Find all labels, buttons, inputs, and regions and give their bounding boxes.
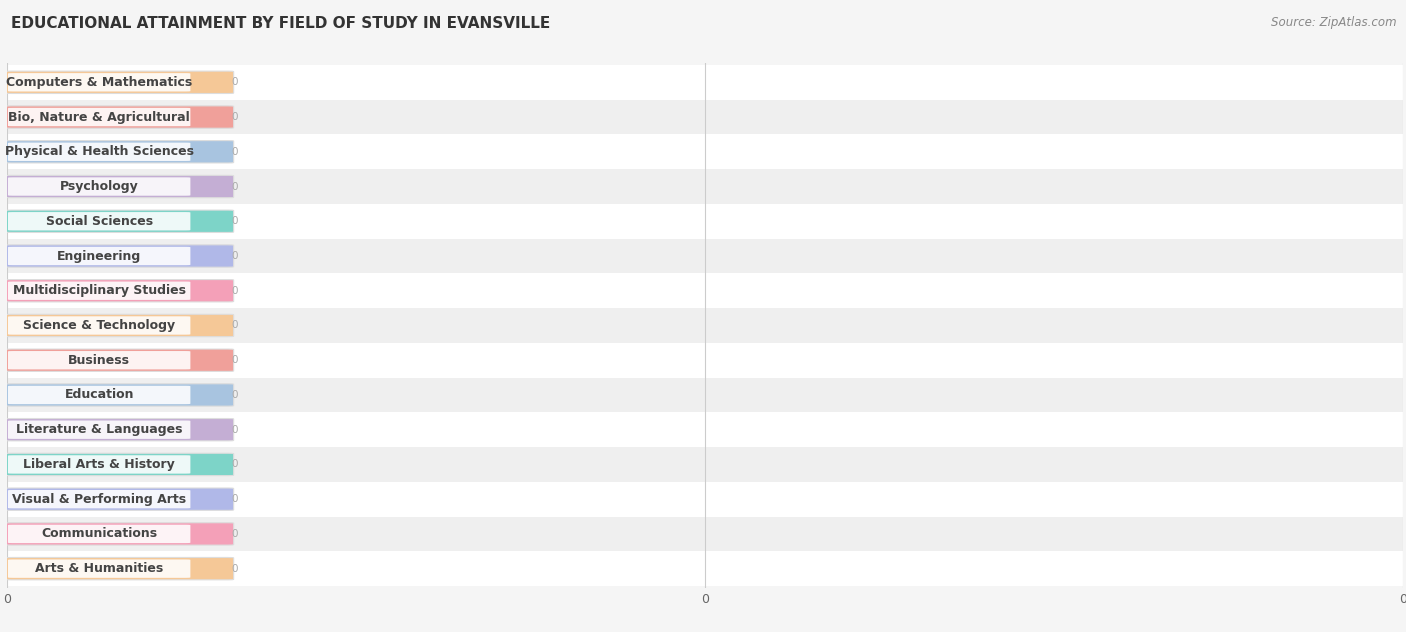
FancyBboxPatch shape <box>8 420 190 439</box>
FancyBboxPatch shape <box>6 106 233 128</box>
FancyBboxPatch shape <box>7 377 1403 412</box>
Text: 0: 0 <box>232 390 238 400</box>
FancyBboxPatch shape <box>8 108 190 126</box>
FancyBboxPatch shape <box>6 175 233 198</box>
Text: 0: 0 <box>232 494 238 504</box>
Text: 0: 0 <box>232 320 238 331</box>
FancyBboxPatch shape <box>7 551 1403 586</box>
Text: Bio, Nature & Agricultural: Bio, Nature & Agricultural <box>8 111 190 123</box>
Text: 0: 0 <box>232 112 238 122</box>
FancyBboxPatch shape <box>6 314 233 337</box>
FancyBboxPatch shape <box>8 455 190 473</box>
Text: Visual & Performing Arts: Visual & Performing Arts <box>13 493 186 506</box>
FancyBboxPatch shape <box>6 453 233 476</box>
FancyBboxPatch shape <box>8 212 190 231</box>
FancyBboxPatch shape <box>6 557 233 580</box>
Text: Business: Business <box>67 354 131 367</box>
FancyBboxPatch shape <box>6 279 233 302</box>
FancyBboxPatch shape <box>6 418 233 441</box>
FancyBboxPatch shape <box>7 204 1403 239</box>
FancyBboxPatch shape <box>6 488 233 511</box>
Text: 0: 0 <box>232 355 238 365</box>
FancyBboxPatch shape <box>6 384 233 406</box>
Text: Communications: Communications <box>41 528 157 540</box>
FancyBboxPatch shape <box>7 135 1403 169</box>
FancyBboxPatch shape <box>8 178 190 196</box>
FancyBboxPatch shape <box>7 274 1403 308</box>
Text: Literature & Languages: Literature & Languages <box>15 423 183 436</box>
FancyBboxPatch shape <box>6 140 233 163</box>
Text: 0: 0 <box>232 216 238 226</box>
Text: Education: Education <box>65 389 134 401</box>
Text: Source: ZipAtlas.com: Source: ZipAtlas.com <box>1271 16 1396 29</box>
Text: Engineering: Engineering <box>58 250 141 262</box>
Text: Psychology: Psychology <box>60 180 139 193</box>
Text: 0: 0 <box>232 425 238 435</box>
FancyBboxPatch shape <box>8 143 190 161</box>
FancyBboxPatch shape <box>7 239 1403 274</box>
FancyBboxPatch shape <box>8 282 190 300</box>
FancyBboxPatch shape <box>7 308 1403 343</box>
Text: 0: 0 <box>232 564 238 574</box>
FancyBboxPatch shape <box>8 351 190 369</box>
Text: Science & Technology: Science & Technology <box>22 319 176 332</box>
Text: 0: 0 <box>232 147 238 157</box>
FancyBboxPatch shape <box>7 100 1403 135</box>
Text: 0: 0 <box>232 251 238 261</box>
FancyBboxPatch shape <box>6 523 233 545</box>
FancyBboxPatch shape <box>8 316 190 335</box>
Text: EDUCATIONAL ATTAINMENT BY FIELD OF STUDY IN EVANSVILLE: EDUCATIONAL ATTAINMENT BY FIELD OF STUDY… <box>11 16 551 31</box>
FancyBboxPatch shape <box>8 247 190 265</box>
FancyBboxPatch shape <box>8 73 190 92</box>
FancyBboxPatch shape <box>8 525 190 543</box>
FancyBboxPatch shape <box>6 245 233 267</box>
FancyBboxPatch shape <box>7 65 1403 100</box>
FancyBboxPatch shape <box>6 349 233 372</box>
Text: Liberal Arts & History: Liberal Arts & History <box>24 458 176 471</box>
FancyBboxPatch shape <box>6 71 233 94</box>
FancyBboxPatch shape <box>7 447 1403 482</box>
FancyBboxPatch shape <box>8 490 190 508</box>
Text: 0: 0 <box>232 181 238 191</box>
Text: 0: 0 <box>232 529 238 539</box>
FancyBboxPatch shape <box>6 210 233 233</box>
FancyBboxPatch shape <box>7 343 1403 377</box>
FancyBboxPatch shape <box>7 482 1403 516</box>
Text: Computers & Mathematics: Computers & Mathematics <box>6 76 193 89</box>
Text: Social Sciences: Social Sciences <box>45 215 153 228</box>
FancyBboxPatch shape <box>8 559 190 578</box>
Text: 0: 0 <box>232 459 238 470</box>
FancyBboxPatch shape <box>7 516 1403 551</box>
FancyBboxPatch shape <box>8 386 190 404</box>
FancyBboxPatch shape <box>7 412 1403 447</box>
Text: Arts & Humanities: Arts & Humanities <box>35 562 163 575</box>
Text: 0: 0 <box>232 77 238 87</box>
FancyBboxPatch shape <box>7 169 1403 204</box>
Text: 0: 0 <box>232 286 238 296</box>
Text: Physical & Health Sciences: Physical & Health Sciences <box>4 145 194 158</box>
Text: Multidisciplinary Studies: Multidisciplinary Studies <box>13 284 186 297</box>
